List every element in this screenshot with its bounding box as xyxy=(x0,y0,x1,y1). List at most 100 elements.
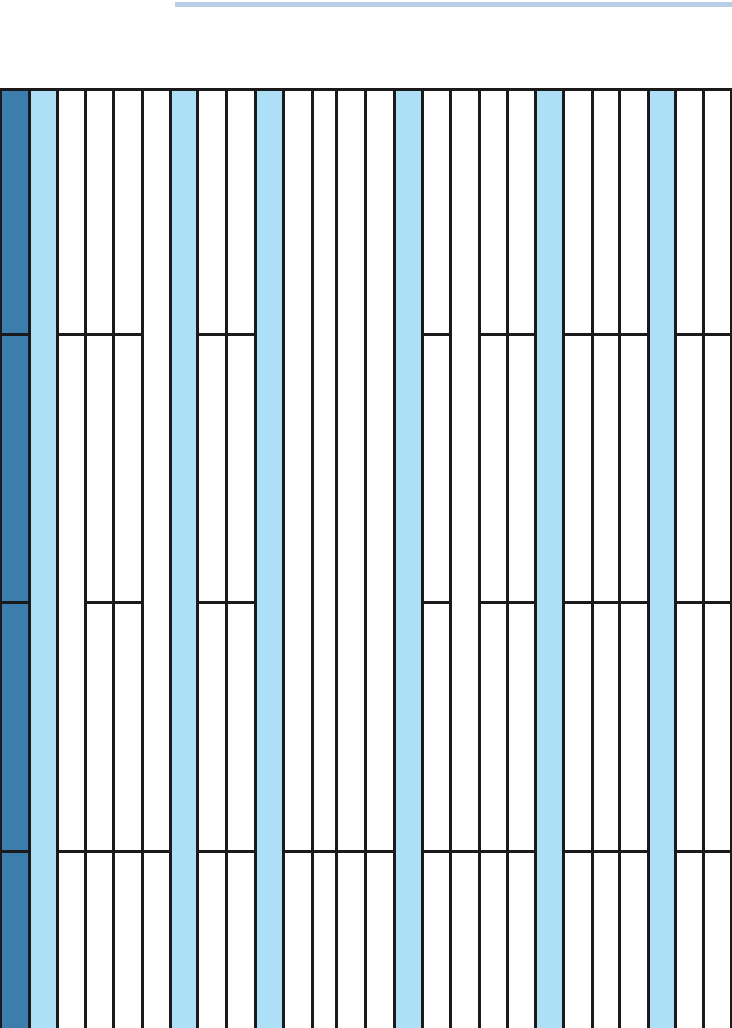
col-19-data[interactable] xyxy=(507,88,535,1028)
col-26-data[interactable] xyxy=(703,88,732,1028)
col-4-data[interactable] xyxy=(85,88,113,1028)
column-divider xyxy=(112,88,115,1028)
row-divider-2 xyxy=(0,601,30,604)
column-divider xyxy=(702,88,705,1028)
row-divider-2 xyxy=(506,601,536,604)
col-10-accent[interactable] xyxy=(255,88,283,1028)
row-divider-3 xyxy=(112,850,143,853)
column-divider xyxy=(84,88,87,1028)
column-divider xyxy=(506,88,509,1028)
col-3-data[interactable] xyxy=(57,88,85,1028)
col-7-accent[interactable] xyxy=(170,88,197,1028)
col-8-data[interactable] xyxy=(197,88,226,1028)
column-divider xyxy=(335,88,338,1028)
column-divider xyxy=(562,88,565,1028)
row-divider-3 xyxy=(311,850,337,853)
row-divider-2 xyxy=(591,601,620,604)
row-divider-1 xyxy=(618,333,649,336)
column-divider xyxy=(311,88,314,1028)
row-divider-2 xyxy=(225,601,256,604)
column-divider xyxy=(674,88,677,1028)
row-divider-3 xyxy=(282,850,313,853)
row-divider-2 xyxy=(478,601,508,604)
row-divider-2 xyxy=(702,601,732,604)
col-18-data[interactable] xyxy=(479,88,507,1028)
row-divider-1 xyxy=(84,333,114,336)
grid-top-rule xyxy=(0,88,732,91)
column-divider xyxy=(56,88,59,1028)
row-divider-2 xyxy=(674,601,704,604)
col-17-data[interactable] xyxy=(450,88,479,1028)
column-divider xyxy=(364,88,367,1028)
row-divider-3 xyxy=(196,850,227,853)
col-20-accent[interactable] xyxy=(535,88,563,1028)
col-6-data[interactable] xyxy=(142,88,170,1028)
col-25-data[interactable] xyxy=(675,88,703,1028)
column-divider xyxy=(591,88,594,1028)
row-divider-3 xyxy=(335,850,366,853)
col-2-accent[interactable] xyxy=(29,88,57,1028)
row-divider-1 xyxy=(674,333,704,336)
col-9-data[interactable] xyxy=(226,88,255,1028)
row-divider-3 xyxy=(506,850,536,853)
column-divider xyxy=(28,88,31,1028)
column-divider xyxy=(478,88,481,1028)
row-divider-2 xyxy=(562,601,593,604)
row-divider-1 xyxy=(421,333,451,336)
data-grid[interactable] xyxy=(0,88,732,1028)
row-divider-3 xyxy=(141,850,171,853)
row-divider-2 xyxy=(196,601,227,604)
row-divider-3 xyxy=(562,850,593,853)
row-divider-3 xyxy=(674,850,704,853)
row-divider-3 xyxy=(84,850,114,853)
column-divider xyxy=(141,88,144,1028)
col-21-data[interactable] xyxy=(563,88,592,1028)
row-divider-1 xyxy=(562,333,593,336)
row-divider-2 xyxy=(84,601,114,604)
row-divider-1 xyxy=(506,333,536,336)
column-divider xyxy=(421,88,424,1028)
row-divider-3 xyxy=(56,850,86,853)
column-divider xyxy=(254,88,257,1028)
column-divider xyxy=(225,88,228,1028)
col-14-data[interactable] xyxy=(365,88,394,1028)
column-divider xyxy=(0,88,2,1028)
row-divider-1 xyxy=(591,333,620,336)
col-22-data[interactable] xyxy=(592,88,619,1028)
row-divider-3 xyxy=(0,850,30,853)
col-11-data[interactable] xyxy=(283,88,312,1028)
column-divider xyxy=(449,88,452,1028)
row-divider-3 xyxy=(421,850,451,853)
row-divider-3 xyxy=(591,850,620,853)
column-divider xyxy=(282,88,285,1028)
col-13-data[interactable] xyxy=(336,88,365,1028)
column-divider xyxy=(647,88,650,1028)
row-divider-1 xyxy=(0,333,30,336)
row-divider-1 xyxy=(225,333,256,336)
row-divider-3 xyxy=(364,850,395,853)
col-12-data[interactable] xyxy=(312,88,336,1028)
row-divider-3 xyxy=(618,850,649,853)
col-5-data[interactable] xyxy=(113,88,142,1028)
column-divider xyxy=(169,88,172,1028)
header-accent-strip xyxy=(175,2,732,7)
col-15-accent[interactable] xyxy=(394,88,422,1028)
row-divider-1 xyxy=(56,333,86,336)
row-divider-1 xyxy=(702,333,732,336)
row-divider-1 xyxy=(196,333,227,336)
col-1-category-header[interactable] xyxy=(0,88,29,1028)
row-divider-2 xyxy=(112,601,143,604)
col-23-data[interactable] xyxy=(619,88,648,1028)
row-divider-1 xyxy=(478,333,508,336)
column-divider xyxy=(618,88,621,1028)
column-divider xyxy=(393,88,396,1028)
col-24-accent[interactable] xyxy=(648,88,675,1028)
row-divider-3 xyxy=(449,850,480,853)
column-divider xyxy=(534,88,537,1028)
column-divider xyxy=(730,88,732,1028)
row-divider-3 xyxy=(702,850,732,853)
row-divider-2 xyxy=(618,601,649,604)
col-16-data[interactable] xyxy=(422,88,450,1028)
row-divider-1 xyxy=(112,333,143,336)
